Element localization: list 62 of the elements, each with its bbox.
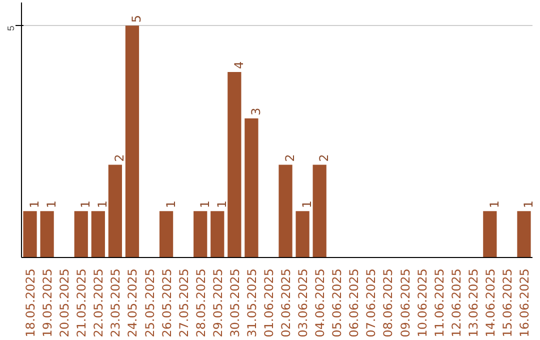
data-label: 2 <box>317 154 332 162</box>
x-tick-label: 25.05.2025 <box>142 268 157 338</box>
x-tick-label: 21.05.2025 <box>74 268 89 338</box>
data-label: 5 <box>130 15 144 23</box>
x-tick-label: 26.05.2025 <box>160 268 174 338</box>
data-label: 1 <box>487 200 502 208</box>
data-label: 1 <box>28 200 42 208</box>
bar <box>23 211 37 258</box>
data-label: 4 <box>232 61 246 70</box>
x-tick-label: 05.06.2025 <box>330 268 344 338</box>
data-label: 1 <box>44 200 59 208</box>
bar <box>40 211 54 258</box>
data-label: 2 <box>112 154 127 162</box>
x-tick-label: 07.06.2025 <box>364 268 378 338</box>
bar <box>244 118 258 258</box>
bar <box>74 211 88 258</box>
x-tick-label: 09.06.2025 <box>398 268 412 338</box>
x-tick-label: 15.06.2025 <box>500 268 514 338</box>
x-tick-label: 06.06.2025 <box>347 268 362 338</box>
data-label: 1 <box>164 200 178 208</box>
bar <box>194 211 208 258</box>
x-tick-label: 02.06.2025 <box>279 268 294 338</box>
x-tick-label: 04.06.2025 <box>313 268 328 338</box>
x-tick-label: 13.06.2025 <box>466 268 480 338</box>
x-tick-label: 20.05.2025 <box>58 268 72 338</box>
data-label: 2 <box>283 154 298 162</box>
x-tick-label: 22.05.2025 <box>92 268 106 338</box>
x-tick-label: 24.05.2025 <box>126 268 140 338</box>
x-tick-label: 11.06.2025 <box>432 268 446 338</box>
bar <box>159 211 174 258</box>
x-tick-label: 28.05.2025 <box>194 268 208 338</box>
bar <box>296 211 310 258</box>
bar <box>108 164 122 258</box>
bar <box>312 164 326 258</box>
x-tick-label: 18.05.2025 <box>24 268 38 338</box>
x-tick-label: 14.06.2025 <box>483 268 498 338</box>
bar <box>210 211 224 258</box>
data-label: 1 <box>96 200 110 208</box>
data-label: 1 <box>214 200 229 208</box>
bar <box>278 164 292 258</box>
x-tick-label: 19.05.2025 <box>40 268 55 338</box>
x-tick-label: 29.05.2025 <box>210 268 225 338</box>
x-tick-label: 08.06.2025 <box>381 268 396 338</box>
data-label: 1 <box>521 200 536 208</box>
x-tick-label: 10.06.2025 <box>415 268 430 338</box>
data-label: 1 <box>300 200 314 208</box>
bar <box>517 211 531 258</box>
x-tick-label: 12.06.2025 <box>449 268 464 338</box>
data-label: 3 <box>248 108 263 116</box>
data-label: 1 <box>78 200 93 208</box>
bar <box>228 72 242 258</box>
x-tick-label: 23.05.2025 <box>108 268 123 338</box>
bar <box>483 211 497 258</box>
x-tick-label: 30.05.2025 <box>228 268 242 338</box>
x-tick-label: 27.05.2025 <box>176 268 191 338</box>
bar <box>125 26 140 258</box>
x-tick-label: 01.06.2025 <box>262 268 276 338</box>
x-tick-label: 31.05.2025 <box>244 268 259 338</box>
x-tick-label: 16.06.2025 <box>517 268 532 338</box>
data-label: 1 <box>198 200 212 208</box>
bar <box>91 211 105 258</box>
x-tick-label: 03.06.2025 <box>296 268 310 338</box>
